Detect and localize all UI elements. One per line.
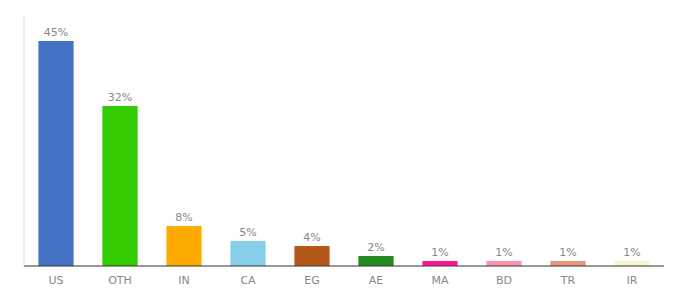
x-tick-label: AE <box>369 274 384 287</box>
data-label: 2% <box>367 241 384 254</box>
bar <box>422 261 457 266</box>
bar <box>550 261 585 266</box>
x-tick-label: OTH <box>108 274 132 287</box>
bar <box>230 241 265 266</box>
x-tick-label: TR <box>560 274 576 287</box>
data-label: 5% <box>239 226 256 239</box>
x-axis-line <box>24 265 664 266</box>
x-tick-label: MA <box>431 274 448 287</box>
data-label: 1% <box>431 246 448 259</box>
bar <box>358 256 393 266</box>
x-tick-label: US <box>48 274 63 287</box>
bar <box>38 41 73 266</box>
bar <box>294 246 329 266</box>
data-label: 32% <box>108 91 132 104</box>
data-label: 1% <box>623 246 640 259</box>
x-tick-label: IN <box>178 274 189 287</box>
x-tick-label: CA <box>240 274 256 287</box>
data-label: 4% <box>303 231 320 244</box>
x-tick-label: IR <box>627 274 638 287</box>
bar <box>614 261 649 266</box>
x-tick-label: EG <box>304 274 319 287</box>
chart-container: 45% 32% 8% 5% 4% 2% 1% 1% 1% 1% US OTH IN CA EG AE MA BD T… <box>0 0 680 300</box>
x-tick-label: BD <box>496 274 512 287</box>
data-label: 45% <box>44 26 68 39</box>
data-label: 8% <box>175 211 192 224</box>
data-label: 1% <box>495 246 512 259</box>
chart: 45% 32% 8% 5% 4% 2% 1% 1% 1% 1% US OTH IN CA EG AE MA BD T… <box>0 0 680 300</box>
bar <box>102 106 137 266</box>
data-label: 1% <box>559 246 576 259</box>
bars <box>38 41 649 266</box>
bar <box>486 261 521 266</box>
y-axis-line <box>24 16 25 266</box>
bar <box>166 226 201 266</box>
